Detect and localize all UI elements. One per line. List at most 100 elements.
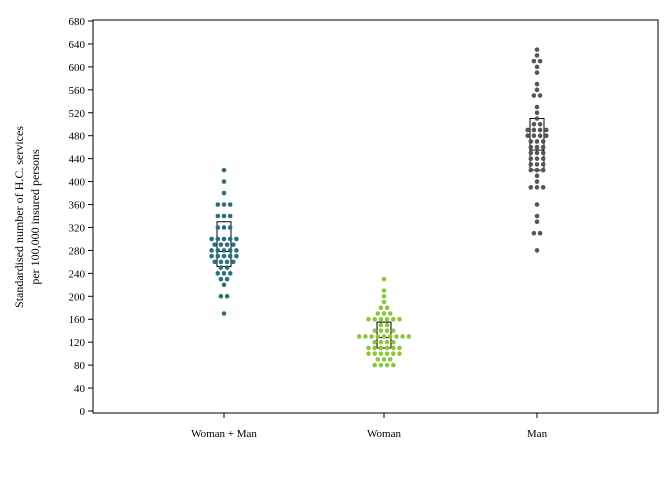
data-point bbox=[540, 167, 546, 173]
y-axis: 0 40 80 120 160 200 240 280 320 360 400 440 480 520 56… bbox=[69, 16, 93, 418]
y-tick-label: 320 bbox=[69, 222, 86, 234]
data-point bbox=[221, 225, 227, 230]
data-point bbox=[221, 213, 227, 219]
data-point bbox=[375, 334, 381, 339]
data-point bbox=[534, 202, 540, 207]
data-point bbox=[540, 185, 546, 190]
data-point bbox=[384, 339, 390, 345]
data-point bbox=[221, 311, 227, 316]
data-point bbox=[528, 185, 534, 190]
data-point bbox=[366, 351, 371, 356]
data-point bbox=[534, 64, 540, 70]
data-point bbox=[381, 276, 387, 282]
data-point bbox=[534, 70, 540, 75]
data-point bbox=[378, 316, 384, 322]
data-point bbox=[215, 253, 221, 259]
data-point bbox=[231, 259, 236, 265]
data-point bbox=[534, 116, 540, 121]
data-point bbox=[224, 276, 230, 282]
data-point bbox=[221, 271, 227, 276]
data-point bbox=[531, 133, 537, 139]
data-point bbox=[537, 230, 543, 236]
data-point bbox=[525, 127, 530, 133]
y-tick-label: 360 bbox=[69, 200, 86, 212]
data-point bbox=[540, 144, 546, 150]
data-point bbox=[534, 173, 540, 179]
data-point bbox=[531, 121, 537, 127]
data-point bbox=[391, 328, 396, 334]
y-axis-title-line-1: Standardised number of H.C. services bbox=[12, 126, 26, 308]
data-point bbox=[372, 316, 378, 322]
y-tick-label: 240 bbox=[69, 268, 86, 280]
data-point bbox=[387, 357, 393, 362]
data-point bbox=[372, 345, 378, 351]
data-point bbox=[218, 259, 224, 265]
data-point bbox=[221, 248, 227, 253]
data-point bbox=[537, 133, 543, 139]
data-point bbox=[218, 242, 224, 247]
data-point bbox=[534, 53, 540, 58]
y-tick-label: 280 bbox=[69, 245, 86, 257]
data-point bbox=[227, 253, 233, 259]
data-point bbox=[209, 253, 214, 259]
y-tick-label: 80 bbox=[74, 360, 86, 372]
y-tick-label: 160 bbox=[69, 314, 86, 326]
data-point bbox=[528, 139, 534, 144]
data-point bbox=[224, 259, 230, 265]
data-point bbox=[221, 190, 227, 196]
data-point bbox=[540, 162, 546, 167]
data-point bbox=[375, 311, 381, 316]
data-point bbox=[375, 357, 381, 362]
y-tick-label: 0 bbox=[80, 406, 86, 418]
data-point bbox=[528, 144, 534, 150]
data-point bbox=[531, 58, 537, 64]
data-point bbox=[391, 351, 396, 356]
data-point bbox=[537, 93, 543, 98]
data-point bbox=[381, 311, 387, 316]
data-point bbox=[540, 156, 546, 161]
data-point bbox=[384, 351, 390, 356]
data-point bbox=[221, 167, 227, 173]
data-point bbox=[221, 202, 227, 207]
data-point bbox=[534, 179, 540, 184]
data-point bbox=[534, 248, 540, 253]
data-point bbox=[227, 213, 233, 219]
data-point bbox=[227, 236, 233, 242]
data-point bbox=[215, 271, 221, 276]
data-point bbox=[378, 362, 384, 368]
data-point bbox=[224, 265, 230, 270]
data-point bbox=[540, 150, 546, 156]
data-point bbox=[534, 139, 540, 144]
data-point bbox=[540, 139, 546, 144]
interquartile-boxes bbox=[216, 118, 545, 349]
data-point bbox=[534, 162, 540, 167]
plot-frame bbox=[92, 19, 659, 414]
data-point bbox=[528, 162, 534, 167]
data-point bbox=[234, 248, 239, 253]
data-point bbox=[221, 282, 227, 288]
x-axis: Woman + Man Woman Man bbox=[191, 413, 548, 440]
data-point bbox=[372, 339, 378, 345]
y-tick-label: 120 bbox=[69, 337, 86, 349]
data-point bbox=[378, 339, 384, 345]
data-point bbox=[387, 311, 393, 316]
data-point bbox=[531, 127, 537, 133]
y-tick-label: 440 bbox=[69, 154, 86, 166]
data-point bbox=[381, 357, 387, 362]
data-point bbox=[221, 236, 227, 242]
x-tick-label: Man bbox=[527, 428, 548, 440]
data-point bbox=[534, 81, 540, 87]
data-point bbox=[534, 219, 540, 225]
data-point bbox=[381, 288, 387, 293]
data-point bbox=[215, 202, 221, 207]
data-point bbox=[221, 253, 227, 259]
y-tick-label: 400 bbox=[69, 177, 86, 189]
data-point bbox=[378, 305, 384, 311]
data-point bbox=[528, 167, 534, 173]
data-point bbox=[227, 202, 233, 207]
data-point bbox=[391, 316, 396, 322]
data-point bbox=[372, 328, 378, 334]
data-point bbox=[534, 104, 540, 110]
data-point bbox=[534, 87, 540, 93]
